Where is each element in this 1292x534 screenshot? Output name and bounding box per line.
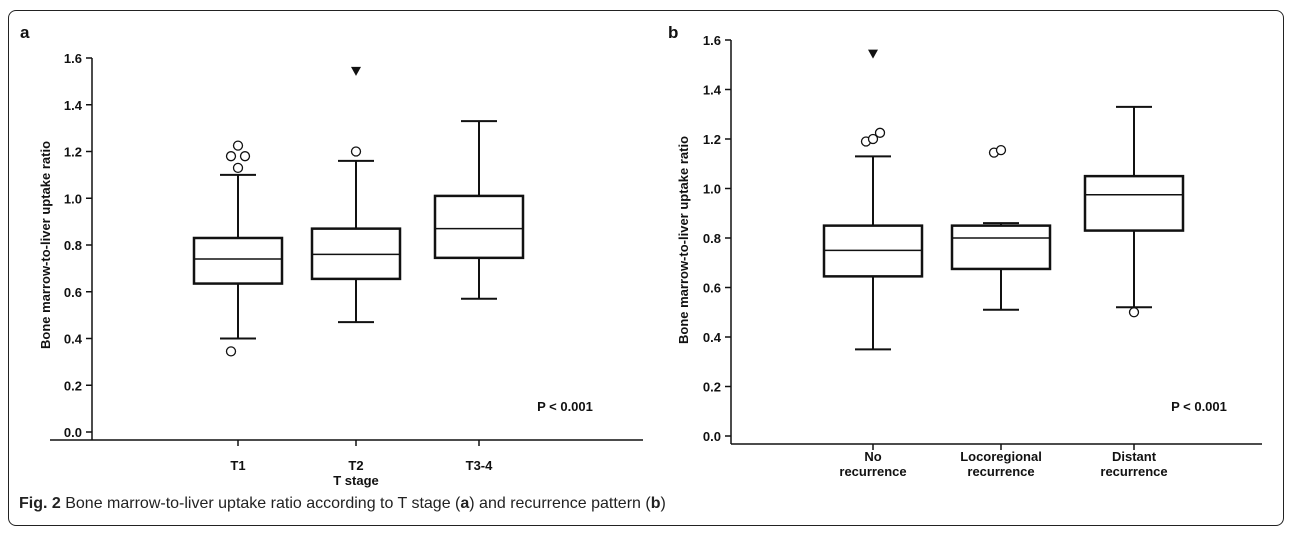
p-value-annotation: P < 0.001 xyxy=(537,399,593,414)
x-category-label-line: recurrence xyxy=(1100,464,1167,479)
outlier-point xyxy=(232,140,244,151)
x-category-label: T2 xyxy=(348,458,363,473)
outlier-point xyxy=(225,346,237,357)
x-category-label: T1 xyxy=(230,458,245,473)
iqr-box xyxy=(433,194,525,260)
iqr-box xyxy=(192,236,284,285)
chart-panel-b: b 0.0 0.2 0.4 0.6 0.8 1.0 1.2 1.4 1.6 Bone marrow-… xyxy=(668,23,1262,479)
y-tick-label: 0.6 xyxy=(703,281,721,296)
y-tick-label: 1.0 xyxy=(64,191,82,206)
outlier-point xyxy=(232,162,244,174)
x-category-label: Locoregional recurrence xyxy=(960,449,1042,479)
chart-panel-a: a 0.0 0.2 0.4 0.6 0.8 1.0 1.2 1.4 1.6 Bone marrow-… xyxy=(20,23,643,488)
y-tick-label: 1.0 xyxy=(703,182,721,197)
x-category-label-line: T1 xyxy=(230,458,245,473)
box-group: T3-4 xyxy=(433,120,525,473)
caption-figure-number: Fig. 2 xyxy=(19,495,61,512)
outlier-point xyxy=(874,127,886,138)
caption-text-1: Bone marrow-to-liver uptake ratio accord… xyxy=(60,495,461,512)
y-tick-label: 1.6 xyxy=(64,51,82,66)
iqr-box xyxy=(950,224,1052,271)
x-category-label-line: Locoregional xyxy=(960,449,1042,464)
far-outlier-marker xyxy=(351,66,361,76)
x-category-label: Distant recurrence xyxy=(1100,449,1167,479)
caption-ref-b: b xyxy=(650,495,661,512)
x-category-label-line: T2 xyxy=(348,458,363,473)
caption-text-3: ) xyxy=(660,495,666,512)
y-tick-label: 0.0 xyxy=(64,425,82,440)
outlier-point xyxy=(225,151,237,162)
y-tick-label: 0.8 xyxy=(64,238,82,253)
panel-label: a xyxy=(20,23,30,42)
y-tick-label: 1.4 xyxy=(703,83,722,98)
y-axis-title: Bone marrow-to-liver uptake ratio xyxy=(676,136,691,344)
outlier-point xyxy=(239,151,251,162)
y-axis-title: Bone marrow-to-liver uptake ratio xyxy=(38,141,53,349)
outlier-point xyxy=(1128,307,1140,318)
y-tick-label: 0.4 xyxy=(64,332,83,347)
y-tick-label: 1.6 xyxy=(703,33,721,48)
outlier-point xyxy=(867,133,879,145)
x-category-label: No recurrence xyxy=(839,449,906,479)
y-tick-label: 0.8 xyxy=(703,231,721,246)
box-group: Locoregional recurrence xyxy=(950,144,1052,479)
outlier-point xyxy=(350,146,362,157)
x-category-label-line: recurrence xyxy=(967,464,1034,479)
x-category-label-line: No xyxy=(864,449,881,464)
x-category-label-line: recurrence xyxy=(839,464,906,479)
x-category-label: T3-4 xyxy=(466,458,494,473)
caption-text-2: ) and recurrence pattern ( xyxy=(469,495,651,512)
figure-caption: Fig. 2 Bone marrow-to-liver uptake ratio… xyxy=(19,495,666,513)
iqr-box xyxy=(1083,174,1185,232)
panel-label: b xyxy=(668,23,678,42)
y-tick-label: 1.4 xyxy=(64,98,83,113)
p-value-annotation: P < 0.001 xyxy=(1171,399,1227,414)
y-tick-label: 1.2 xyxy=(703,132,721,147)
y-tick-label: 0.2 xyxy=(64,378,82,393)
y-tick-label: 0.6 xyxy=(64,285,82,300)
x-axis-title: T stage xyxy=(333,473,379,488)
y-tick-label: 1.2 xyxy=(64,145,82,160)
far-outlier-marker xyxy=(868,49,878,59)
y-tick-label: 0.0 xyxy=(703,429,721,444)
x-category-label-line: T3-4 xyxy=(466,458,494,473)
box-group: T1 xyxy=(192,140,284,473)
caption-ref-a: a xyxy=(460,495,470,512)
box-group: No recurrence xyxy=(822,49,924,479)
y-tick-label: 0.2 xyxy=(703,380,721,395)
box-group: T2 xyxy=(310,66,402,473)
y-tick-label: 0.4 xyxy=(703,330,722,345)
x-category-label-line: Distant xyxy=(1112,449,1157,464)
box-group: Distant recurrence xyxy=(1083,105,1185,479)
outlier-point xyxy=(995,144,1007,156)
